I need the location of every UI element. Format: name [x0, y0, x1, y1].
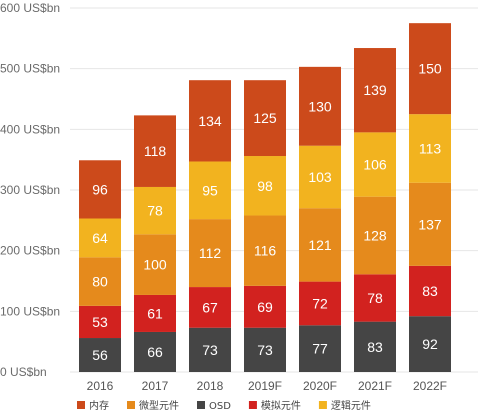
- data-label: 53: [92, 314, 108, 330]
- bar-segment: [409, 316, 451, 372]
- data-label: 128: [363, 228, 387, 244]
- bar-segment: [299, 66, 341, 146]
- bar-segment: [189, 287, 231, 328]
- data-label: 95: [202, 182, 218, 198]
- bar-segment: [244, 215, 286, 286]
- data-label: 96: [92, 181, 108, 197]
- bar-segment: [354, 196, 396, 275]
- bar-segment: [409, 265, 451, 317]
- data-label: 73: [257, 342, 273, 358]
- data-label: 139: [363, 82, 387, 98]
- x-category-label: 2016: [87, 379, 114, 393]
- bar-segment: [134, 115, 176, 187]
- y-tick-label: 100 US$bn: [0, 304, 60, 318]
- bar-segment: [79, 338, 121, 372]
- legend-swatch: [318, 401, 327, 409]
- bar-segment: [409, 182, 451, 266]
- legend-item-label: 微型元件: [139, 399, 179, 412]
- bar-segment: [299, 281, 341, 326]
- data-label: 67: [202, 299, 218, 315]
- bar-segment: [134, 234, 176, 295]
- x-category-label: 2019F: [248, 379, 282, 393]
- data-label: 103: [308, 169, 332, 185]
- bar-segment: [189, 80, 231, 162]
- data-label: 69: [257, 299, 273, 315]
- data-label: 64: [92, 230, 108, 246]
- data-label: 116: [254, 243, 277, 259]
- y-tick-label: 500 US$bn: [0, 62, 60, 76]
- bar-segment: [79, 305, 121, 339]
- x-category-label: 2017: [142, 379, 169, 393]
- x-category-label: 2018: [197, 379, 224, 393]
- legend-item-label: 内存: [89, 399, 109, 412]
- y-tick-label: 400 US$bn: [0, 122, 60, 136]
- data-label: 83: [422, 283, 438, 299]
- bar-segment: [244, 327, 286, 372]
- data-label: 121: [308, 237, 332, 253]
- data-label: 72: [312, 295, 328, 311]
- bar-segment: [189, 161, 231, 220]
- bar-segment: [409, 23, 451, 115]
- y-tick-label: 300 US$bn: [0, 183, 60, 197]
- bar-segment: [134, 294, 176, 332]
- data-label: 92: [422, 336, 438, 352]
- data-label: 56: [92, 347, 108, 363]
- data-label: 125: [253, 110, 277, 126]
- bar-segment: [244, 80, 286, 157]
- bar-segment: [299, 208, 341, 282]
- bar-segment: [354, 132, 396, 197]
- data-label: 150: [418, 61, 442, 77]
- bar-segment: [134, 186, 176, 235]
- y-tick-label: 200 US$bn: [0, 244, 60, 258]
- bar-segment: [189, 219, 231, 288]
- y-tick-label: 0 US$bn: [0, 365, 47, 379]
- x-category-label: 2022F: [413, 379, 447, 393]
- bar-segment: [244, 156, 286, 216]
- legend-swatch: [248, 401, 257, 409]
- bar-segment: [354, 48, 396, 133]
- bar-segment: [409, 114, 451, 183]
- bar-segment: [79, 160, 121, 219]
- legend-swatch: [197, 401, 205, 409]
- bars: 56 53 80 64 96 66 61 100 78 118 73 67 112 95 134 73 69 11…: [79, 23, 451, 372]
- legend-swatch: [77, 401, 85, 409]
- y-axis-tick-labels: 0 US$bn 100 US$bn 200 US$bn 300 US$bn 400 US…: [0, 1, 60, 379]
- x-category-label: 2021F: [358, 379, 392, 393]
- bar-segment: [354, 321, 396, 372]
- bar-segment: [244, 285, 286, 328]
- legend: 内存 微型元件 OSD 模拟元件 逻辑元件: [77, 399, 371, 412]
- bar-segment: [354, 274, 396, 322]
- legend-item-label: OSD: [209, 401, 231, 412]
- bar-segment: [299, 145, 341, 209]
- data-label: 78: [367, 290, 383, 306]
- x-category-label: 2020F: [303, 379, 337, 393]
- data-label: 66: [147, 344, 163, 360]
- data-label: 80: [92, 274, 108, 290]
- data-label: 98: [257, 178, 273, 194]
- bar-segment: [79, 218, 121, 258]
- bar-segment: [134, 331, 176, 372]
- data-label: 83: [367, 339, 383, 355]
- legend-item-label: 模拟元件: [261, 399, 301, 412]
- bar-segment: [299, 325, 341, 372]
- data-label: 77: [312, 341, 328, 357]
- y-tick-label: 600 US$bn: [0, 1, 60, 15]
- data-label: 137: [418, 216, 442, 232]
- data-label: 112: [199, 245, 222, 261]
- data-label: 118: [144, 143, 167, 159]
- legend-item-label: 逻辑元件: [331, 399, 371, 412]
- data-label: 61: [147, 305, 163, 321]
- data-label: 100: [143, 257, 167, 273]
- data-label: 134: [198, 113, 222, 129]
- data-label: 78: [147, 203, 163, 219]
- x-axis-category-labels: 2016 2017 2018 2019F 2020F 2021F 2022F: [87, 379, 447, 393]
- data-label: 106: [363, 157, 387, 173]
- legend-swatch: [127, 401, 135, 409]
- data-label: 130: [308, 98, 332, 114]
- data-label: 113: [419, 140, 442, 156]
- bar-segment: [79, 257, 121, 306]
- bar-segment: [189, 327, 231, 372]
- data-label: 73: [202, 342, 218, 358]
